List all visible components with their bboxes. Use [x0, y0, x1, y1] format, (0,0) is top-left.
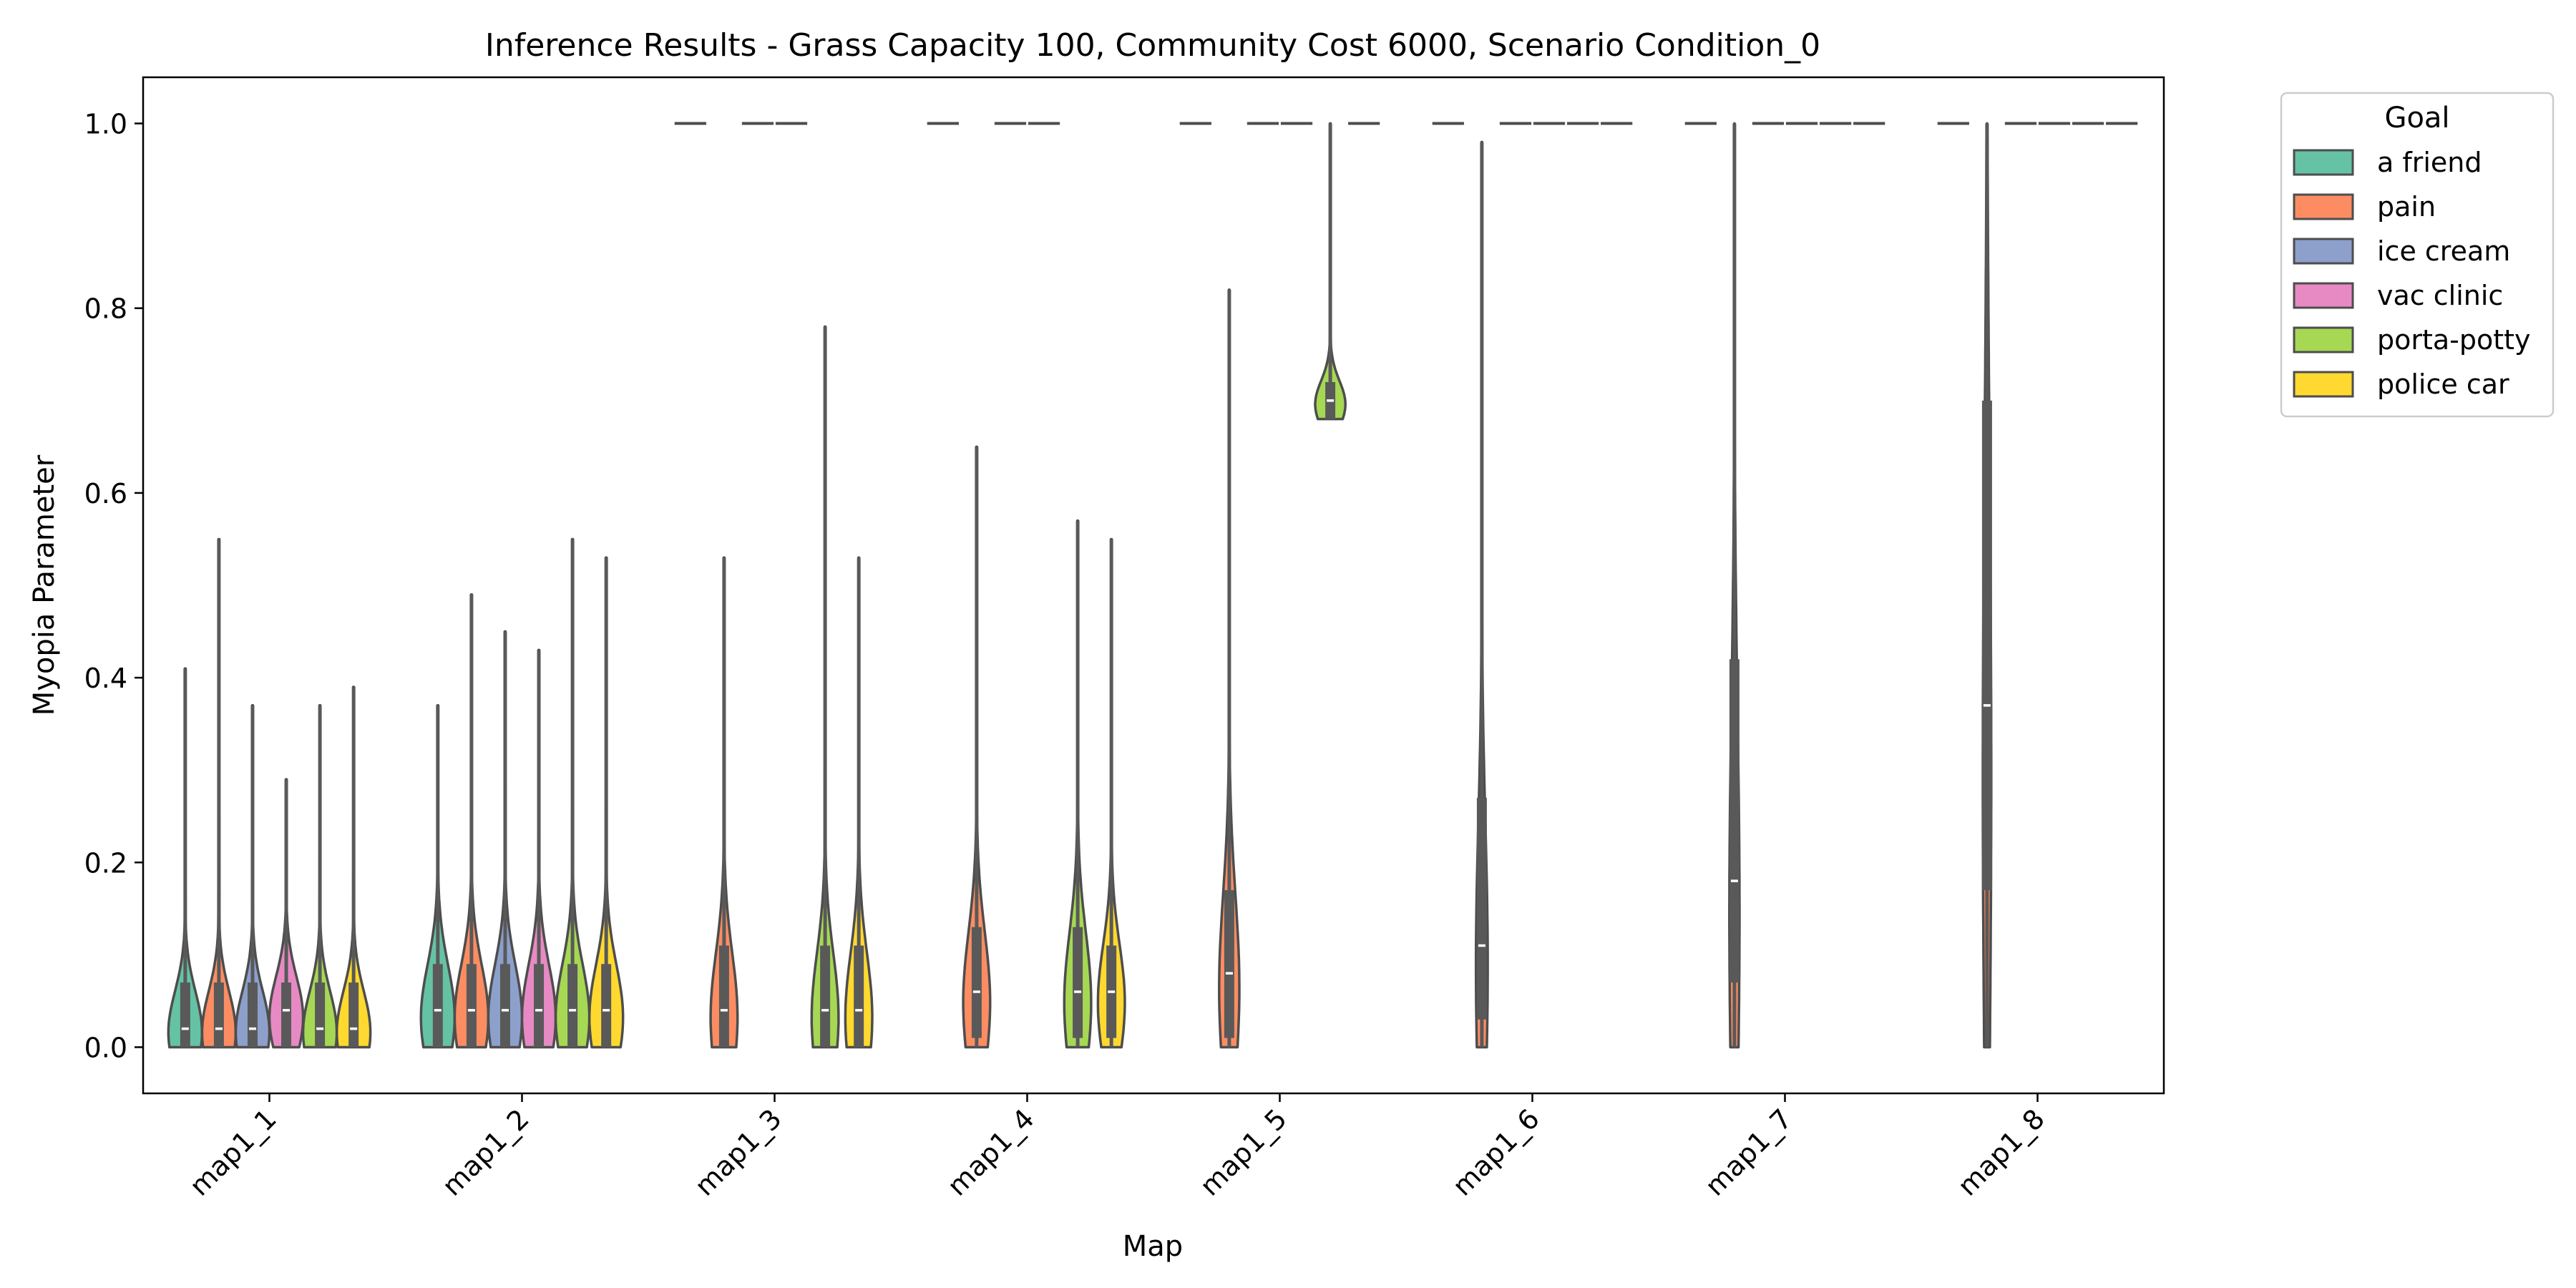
violin-box [213, 982, 224, 1048]
violin-box [247, 982, 258, 1048]
violin-box [601, 964, 612, 1048]
y-axis: 0.0 0.2 0.4 0.6 0.8 1.0 [84, 109, 143, 1063]
violin-box [499, 964, 510, 1048]
violin-map1_1-porta-potty [301, 704, 338, 1049]
violin-box [466, 964, 477, 1048]
violin-map1_1-a-friend [167, 667, 204, 1049]
plot-frame [142, 76, 2165, 1095]
violin-map1_2-a-friend [419, 704, 457, 1049]
violin-map1_3-porta-potty [810, 325, 840, 1049]
violin-map1_2-police-car [587, 556, 625, 1049]
violin-map1_2-porta-potty [554, 537, 591, 1049]
violin-map1_5-pain [1218, 288, 1241, 1049]
chart-title: Inference Results - Grass Capacity 100, … [485, 27, 1820, 64]
violin-map1_2-vac-clinic [520, 648, 557, 1049]
y-tick-label: 0.6 [84, 478, 127, 509]
violin-box [180, 982, 190, 1048]
violin-map1_3-pain [709, 556, 739, 1049]
legend-title: Goal [2384, 102, 2449, 135]
violin-map1_3-police-car [844, 556, 874, 1049]
violin-map1_1-vac-clinic [268, 778, 305, 1049]
violin-map1_1-ice-cream [234, 704, 271, 1049]
violins [167, 122, 2138, 1049]
violin-map1_7-pain [1728, 122, 1741, 1049]
violin-map1_2-pain [453, 593, 490, 1049]
y-tick-label: 0.4 [84, 663, 127, 694]
violin-box [348, 982, 359, 1048]
legend-swatch [2293, 193, 2354, 220]
legend-entry-label: vac clinic [2377, 280, 2503, 311]
legend-entry-label: ice cream [2377, 235, 2510, 267]
x-axis-label: Map [1123, 1230, 1183, 1263]
legend-swatch [2293, 371, 2354, 398]
violin-box [820, 945, 831, 1048]
legend-entry-label: porta-potty [2377, 324, 2531, 356]
violin-box [1073, 927, 1083, 1038]
violin-map1_1-pain [200, 537, 238, 1049]
violin-box [854, 945, 864, 1048]
violin-map1_5-porta-potty [1314, 122, 1347, 421]
y-axis-label: Myopia Parameter [28, 454, 61, 716]
violin-map1_2-ice-cream [487, 630, 524, 1049]
legend-swatch [2293, 149, 2354, 176]
violin-box [718, 945, 729, 1048]
violin-map1_4-pain [962, 445, 992, 1049]
legend-swatch [2293, 238, 2354, 265]
y-tick-label: 1.0 [84, 109, 127, 140]
legend-items: a friend pain ice cream vac clinic porta-pot… [2293, 147, 2531, 400]
violin-map1_8-pain [1981, 122, 1993, 1049]
legend-swatch [2293, 326, 2354, 353]
y-tick-label: 0.2 [84, 847, 127, 879]
legend: Goal a friend pain ice cream vac clinic port… [2280, 92, 2555, 418]
legend-entry-label: pain [2377, 191, 2436, 223]
violin-map1_1-police-car [335, 686, 372, 1049]
violin-box [534, 964, 545, 1048]
violin-map1_4-porta-potty [1063, 519, 1093, 1049]
y-tick-label: 0.8 [84, 293, 127, 325]
violin-box [971, 927, 982, 1038]
violin-map1_6-pain [1474, 140, 1489, 1049]
legend-swatch [2293, 282, 2354, 309]
violin-map1_4-police-car [1096, 537, 1126, 1049]
violin-box [315, 982, 326, 1048]
violin-box [1224, 890, 1234, 1038]
violin-box [1729, 659, 1740, 983]
y-tick-label: 0.0 [84, 1032, 127, 1063]
legend-entry-label: a friend [2377, 147, 2482, 178]
violin-box [432, 964, 443, 1048]
legend-entry-label: police car [2377, 369, 2509, 400]
violin-box [281, 982, 292, 1048]
violin-box [567, 964, 578, 1048]
violin-box [1476, 797, 1487, 1020]
violin-box [1981, 400, 1992, 890]
